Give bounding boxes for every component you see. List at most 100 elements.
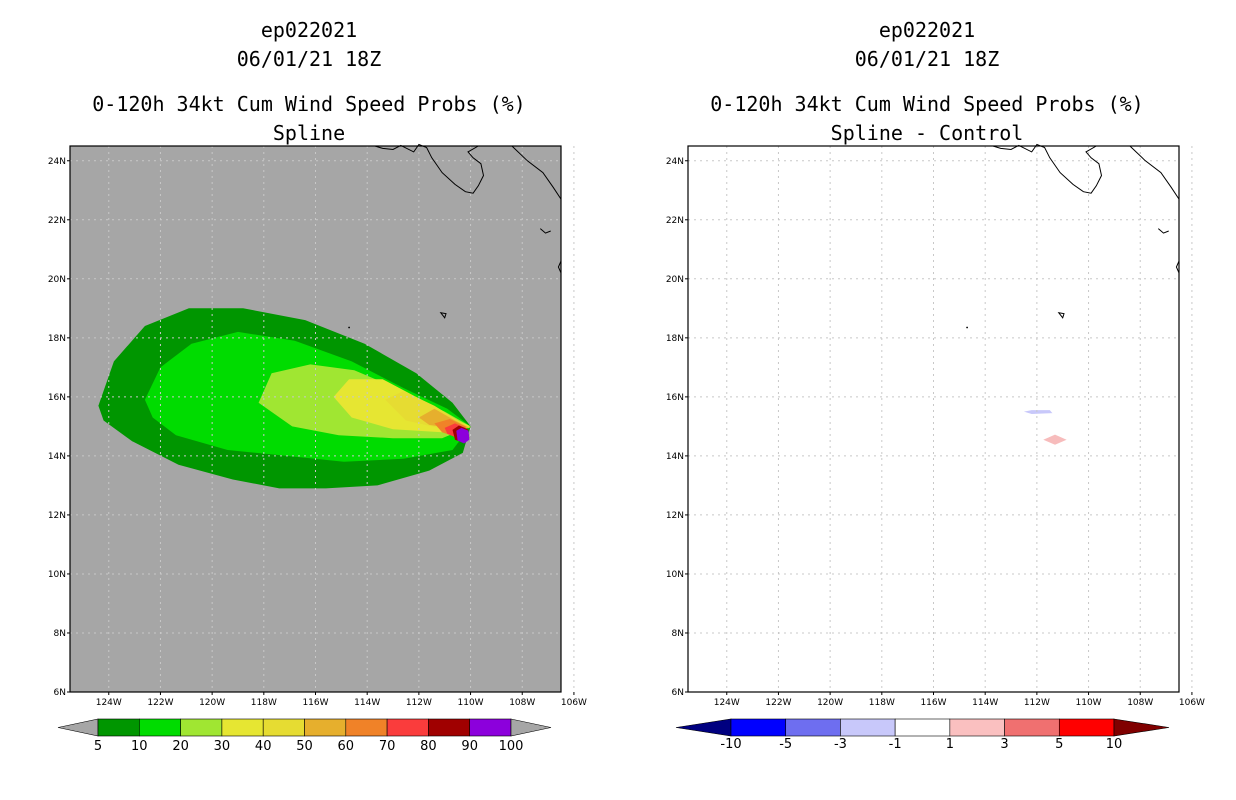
colorbar-label: 60 — [338, 739, 355, 754]
tres-marias-islands — [539, 228, 551, 234]
colorbar-label: 40 — [255, 739, 272, 754]
colorbar-label: -3 — [834, 737, 847, 752]
colorbar-swatch — [1058, 718, 1115, 737]
colorbar-label: 100 — [499, 739, 524, 754]
right-datetime: 06/01/21 18Z — [854, 47, 1000, 71]
colorbar-swatch — [469, 718, 512, 737]
y-tick-label: 12N — [666, 511, 684, 521]
x-tick-label: 110W — [458, 698, 484, 708]
left-subtitle: Spline — [272, 121, 346, 145]
y-tick-label: 24N — [48, 157, 66, 167]
colorbar-over-triangle — [1113, 718, 1170, 737]
colorbar-swatch — [894, 718, 951, 737]
y-tick-label: 10N — [48, 570, 66, 580]
x-tick-label: 110W — [1076, 698, 1102, 708]
colorbar-swatch — [949, 718, 1005, 737]
san-benedicto-island — [348, 326, 350, 329]
colorbar-swatch — [1004, 718, 1060, 737]
prob-contour-90pct — [456, 427, 470, 444]
x-tick-label: 120W — [817, 698, 843, 708]
colorbar-swatch — [221, 718, 264, 737]
colorbar-label: 80 — [420, 739, 437, 754]
colorbar-swatch — [180, 718, 223, 737]
colorbar-label: 90 — [461, 739, 478, 754]
colorbar-label: 10 — [131, 739, 148, 754]
colorbar-under-triangle — [675, 718, 732, 737]
map-panel-1: 24N 22N 20N 18N 16N 14N 12N 10N 8N 6N 124W 122W 120W… — [48, 143, 587, 754]
y-tick-label: 20N — [48, 275, 66, 285]
right-subtitle: Spline - Control — [830, 121, 1024, 145]
colorbar-swatch — [139, 718, 181, 737]
colorbar-label: 5 — [94, 739, 102, 754]
y-tick-label: 14N — [48, 452, 66, 462]
colorbar-label: 50 — [296, 739, 313, 754]
y-tick-label: 16N — [666, 393, 684, 403]
colorbar-label: 3 — [1000, 737, 1008, 752]
y-tick-label: 24N — [666, 157, 684, 167]
right-chart-title: ep022021 06/01/21 18Z 0-120h 34kt Cum Wi… — [638, 16, 1216, 148]
x-tick-label: 106W — [561, 698, 587, 708]
y-tick-label: 22N — [48, 216, 66, 226]
x-tick-label: 124W — [96, 698, 122, 708]
x-tick-label: 108W — [1127, 698, 1153, 708]
x-tick-label: 108W — [509, 698, 535, 708]
x-tick-label: 112W — [1024, 698, 1050, 708]
x-tick-label: 106W — [1179, 698, 1205, 708]
y-tick-label: 6N — [672, 688, 684, 698]
colorbar-swatch — [730, 718, 787, 737]
left-storm-id: ep022021 — [260, 18, 358, 42]
left-title-line: 0-120h 34kt Cum Wind Speed Probs (%) — [92, 92, 526, 116]
san-benedicto-island — [966, 326, 968, 329]
colorbar-label: 20 — [172, 739, 189, 754]
socorro-island — [439, 312, 447, 319]
colorbar-label: -1 — [889, 737, 902, 752]
y-tick-label: 8N — [54, 629, 66, 639]
colorbar-label: -10 — [720, 737, 741, 752]
y-tick-label: 8N — [672, 629, 684, 639]
right-storm-id: ep022021 — [878, 18, 976, 42]
y-tick-label: 18N — [666, 334, 684, 344]
colorbar-label: 70 — [379, 739, 396, 754]
x-tick-label: 112W — [406, 698, 432, 708]
y-tick-label: 22N — [666, 216, 684, 226]
colorbar-swatch — [304, 718, 347, 737]
y-tick-label: 14N — [666, 452, 684, 462]
colorbar-label: 30 — [214, 739, 231, 754]
x-tick-label: 116W — [920, 698, 946, 708]
tres-marias-islands — [1157, 228, 1169, 234]
colorbar-label: 10 — [1106, 737, 1123, 752]
map-background — [688, 146, 1179, 692]
colorbar-swatch — [428, 718, 470, 737]
coastline-mainland — [1129, 145, 1180, 200]
coastline-cabo-corrientes — [1175, 260, 1180, 274]
colorbar-label: -5 — [779, 737, 792, 752]
x-tick-label: 116W — [302, 698, 328, 708]
positive-diff-area — [1043, 434, 1067, 445]
y-tick-label: 12N — [48, 511, 66, 521]
colorbar-over-triangle — [510, 718, 552, 737]
coastline-cabo-corrientes — [557, 260, 562, 274]
colorbar-swatch — [840, 718, 896, 737]
x-tick-label: 122W — [147, 698, 173, 708]
colorbar-swatch — [345, 718, 388, 737]
map-panel-2: 24N 22N 20N 18N 16N 14N 12N 10N 8N 6N 124W 122W 120W… — [666, 143, 1205, 752]
colorbar-swatch — [386, 718, 429, 737]
colorbar-swatch — [262, 718, 305, 737]
coastline-mainland — [511, 145, 562, 200]
left-chart-title: ep022021 06/01/21 18Z 0-120h 34kt Cum Wi… — [20, 16, 598, 148]
x-tick-label: 114W — [972, 698, 998, 708]
colorbar-label: 5 — [1055, 737, 1063, 752]
y-tick-label: 18N — [48, 334, 66, 344]
x-tick-label: 114W — [354, 698, 380, 708]
colorbar-label: 1 — [946, 737, 954, 752]
socorro-island — [1057, 312, 1065, 319]
colorbar-under-triangle — [57, 718, 99, 737]
left-datetime: 06/01/21 18Z — [236, 47, 382, 71]
y-tick-label: 10N — [666, 570, 684, 580]
x-tick-label: 122W — [765, 698, 791, 708]
colorbar-swatch — [97, 718, 140, 737]
y-tick-label: 16N — [48, 393, 66, 403]
x-tick-label: 118W — [251, 698, 277, 708]
negative-diff-area — [1023, 410, 1053, 414]
